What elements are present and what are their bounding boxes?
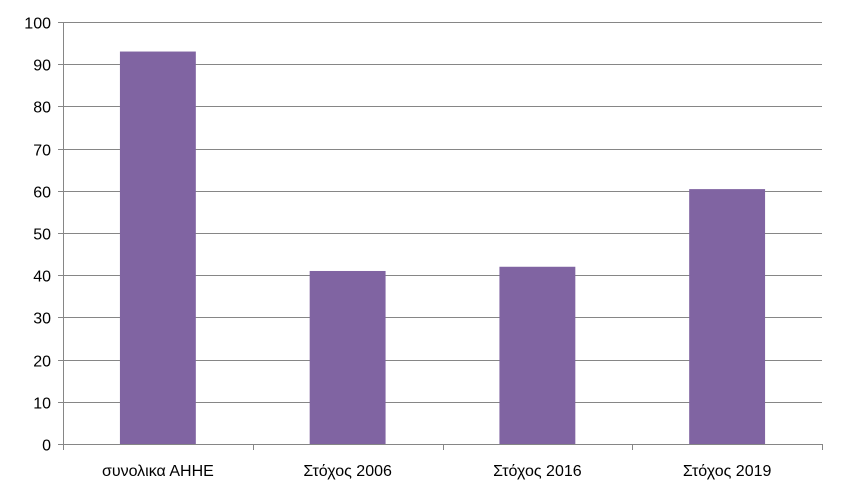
x-tick-label: Στόχος 2019 (683, 463, 772, 480)
y-tick-label: 10 (33, 396, 51, 413)
y-tick-label: 60 (33, 185, 51, 202)
y-tick-label: 90 (33, 58, 51, 75)
y-tick-label: 50 (33, 227, 51, 244)
y-tick-label: 100 (24, 16, 51, 33)
bar (119, 51, 196, 444)
tick-labels: 0 10 20 30 40 50 60 70 80 90 100 συνολικα ΑΗΗΕ Στόχο… (24, 16, 771, 481)
axes (58, 22, 823, 450)
y-tick-label: 30 (33, 311, 51, 328)
bar (309, 270, 386, 444)
x-tick-label: Στόχος 2016 (493, 463, 582, 480)
y-tick-label: 20 (33, 354, 51, 371)
y-tick-label: 80 (33, 100, 51, 117)
bar (689, 189, 766, 444)
y-tick-label: 0 (42, 438, 51, 455)
y-tick-label: 70 (33, 143, 51, 160)
bar (499, 266, 576, 444)
bars (119, 51, 766, 444)
x-tick-label: Στόχος 2006 (303, 463, 392, 480)
y-tick-label: 40 (33, 269, 51, 286)
x-tick-label: συνολικα ΑΗΗΕ (102, 463, 214, 480)
